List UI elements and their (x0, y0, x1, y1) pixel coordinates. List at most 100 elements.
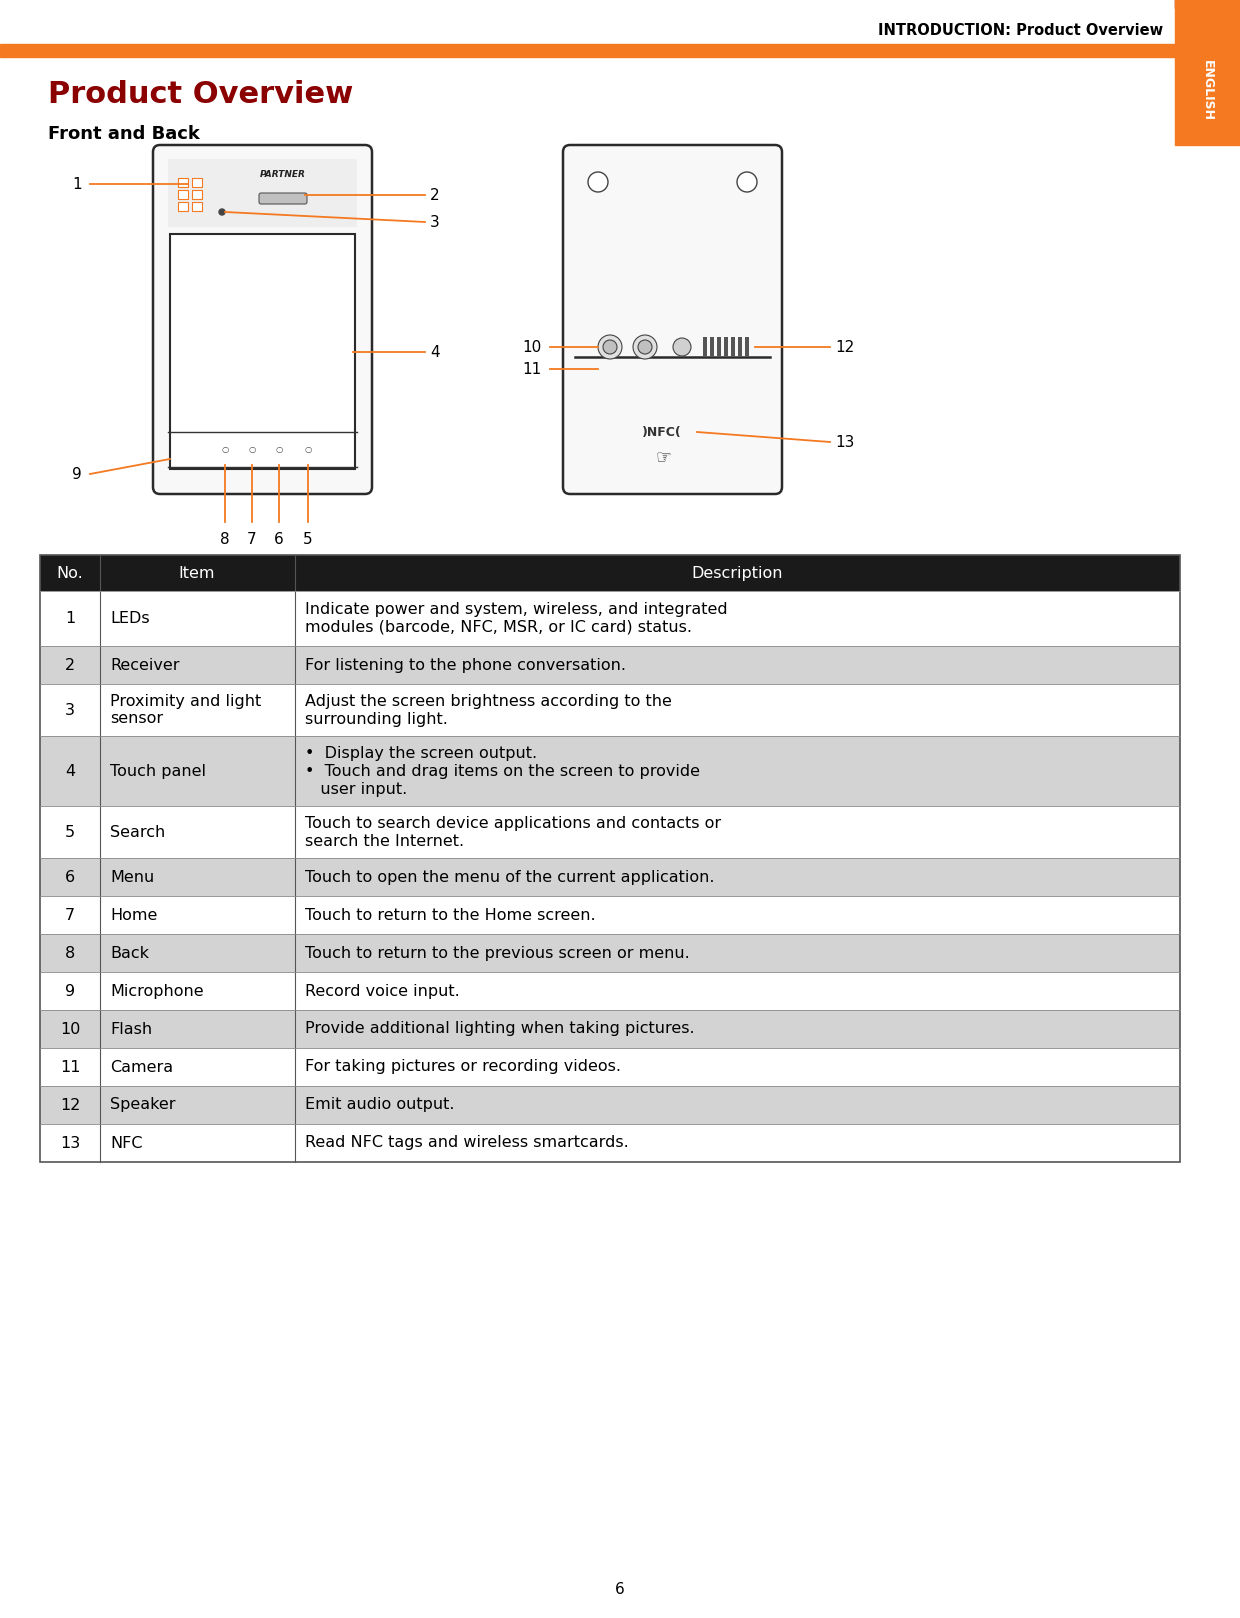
Text: For taking pictures or recording videos.: For taking pictures or recording videos. (305, 1060, 621, 1074)
Text: INTRODUCTION: Product Overview: INTRODUCTION: Product Overview (878, 23, 1163, 37)
Text: Camera: Camera (110, 1060, 174, 1074)
Text: ENGLISH: ENGLISH (1200, 60, 1214, 120)
Bar (40, 896, 1180, 934)
Text: 4: 4 (64, 764, 76, 778)
Bar (1176, 0, 1240, 146)
Circle shape (598, 335, 622, 359)
Text: 7: 7 (64, 908, 76, 922)
Bar (717, 337, 720, 358)
Text: Touch to return to the previous screen or menu.: Touch to return to the previous screen o… (305, 945, 689, 961)
Text: sensor: sensor (110, 710, 164, 725)
Text: 6: 6 (64, 869, 76, 885)
Text: Touch to search device applications and contacts or: Touch to search device applications and … (305, 815, 722, 830)
Text: 5: 5 (304, 532, 312, 547)
Bar (703, 337, 707, 358)
Text: Search: Search (110, 825, 165, 840)
Text: 9: 9 (72, 466, 82, 482)
Bar (40, 684, 1180, 736)
Text: For listening to the phone conversation.: For listening to the phone conversation. (305, 657, 626, 673)
Text: Menu: Menu (110, 869, 154, 885)
Bar (40, 1125, 1180, 1162)
Bar (40, 1010, 1180, 1048)
Text: ☞: ☞ (656, 448, 672, 466)
FancyBboxPatch shape (259, 193, 308, 204)
Text: Back: Back (110, 945, 149, 961)
Text: 6: 6 (274, 532, 284, 547)
Bar (745, 337, 749, 358)
Text: Indicate power and system, wireless, and integrated: Indicate power and system, wireless, and… (305, 602, 728, 616)
Text: No.: No. (57, 566, 83, 581)
Text: 2: 2 (64, 657, 76, 673)
Bar (179, 202, 188, 210)
Text: 13: 13 (60, 1136, 81, 1150)
Text: Receiver: Receiver (110, 657, 180, 673)
Bar (40, 1086, 1180, 1125)
Text: Read NFC tags and wireless smartcards.: Read NFC tags and wireless smartcards. (305, 1136, 629, 1150)
Text: )NFC(: )NFC( (642, 426, 682, 438)
Text: Product Overview: Product Overview (48, 79, 353, 108)
Circle shape (673, 338, 691, 356)
Text: 4: 4 (430, 345, 440, 359)
Bar (40, 858, 1180, 896)
Text: 8: 8 (64, 945, 76, 961)
Text: 10: 10 (523, 340, 542, 354)
Text: 13: 13 (835, 435, 854, 450)
Text: user input.: user input. (305, 781, 407, 796)
Text: 10: 10 (60, 1021, 81, 1037)
Bar (1176, 0, 1240, 8)
FancyBboxPatch shape (153, 146, 372, 493)
Bar (40, 591, 1180, 646)
Bar (192, 178, 202, 188)
Bar (40, 806, 1180, 858)
Text: 1: 1 (64, 610, 76, 626)
Text: Adjust the screen brightness according to the: Adjust the screen brightness according t… (305, 694, 672, 709)
Bar (192, 202, 202, 210)
Circle shape (603, 340, 618, 354)
Circle shape (219, 209, 224, 215)
Text: ○: ○ (304, 445, 311, 453)
Text: 12: 12 (60, 1097, 81, 1113)
Text: NFC: NFC (110, 1136, 143, 1150)
Bar (192, 189, 202, 199)
Text: Flash: Flash (110, 1021, 153, 1037)
Bar (40, 972, 1180, 1010)
Text: LEDs: LEDs (110, 610, 150, 626)
Text: 8: 8 (221, 532, 229, 547)
FancyBboxPatch shape (563, 146, 782, 493)
Text: Home: Home (110, 908, 157, 922)
Text: 9: 9 (64, 984, 76, 998)
Circle shape (737, 172, 756, 193)
Text: 6: 6 (615, 1582, 625, 1597)
Bar (0, 44, 1176, 57)
Bar (732, 337, 735, 358)
Text: •  Display the screen output.: • Display the screen output. (305, 746, 537, 760)
Bar (40, 555, 1180, 1162)
Text: Touch panel: Touch panel (110, 764, 206, 778)
Text: Proximity and light: Proximity and light (110, 694, 262, 709)
Text: 1: 1 (72, 176, 82, 191)
Text: ○: ○ (275, 445, 283, 453)
Bar (724, 337, 728, 358)
Bar (40, 736, 1180, 806)
Text: Touch to return to the Home screen.: Touch to return to the Home screen. (305, 908, 595, 922)
Circle shape (588, 172, 608, 193)
Text: ○: ○ (248, 445, 255, 453)
Text: Item: Item (179, 566, 216, 581)
Text: Record voice input.: Record voice input. (305, 984, 460, 998)
Text: •  Touch and drag items on the screen to provide: • Touch and drag items on the screen to … (305, 764, 701, 778)
Bar (40, 934, 1180, 972)
Text: Touch to open the menu of the current application.: Touch to open the menu of the current ap… (305, 869, 714, 885)
Text: Speaker: Speaker (110, 1097, 176, 1113)
Bar (40, 555, 1180, 591)
Bar (170, 235, 355, 469)
Bar (738, 337, 742, 358)
Bar (711, 337, 714, 358)
Bar (40, 646, 1180, 684)
Circle shape (632, 335, 657, 359)
Text: ○: ○ (222, 445, 228, 453)
Text: Emit audio output.: Emit audio output. (305, 1097, 455, 1113)
Text: Description: Description (691, 566, 782, 581)
Bar (167, 159, 357, 227)
Text: 3: 3 (430, 215, 440, 230)
Text: 7: 7 (247, 532, 257, 547)
